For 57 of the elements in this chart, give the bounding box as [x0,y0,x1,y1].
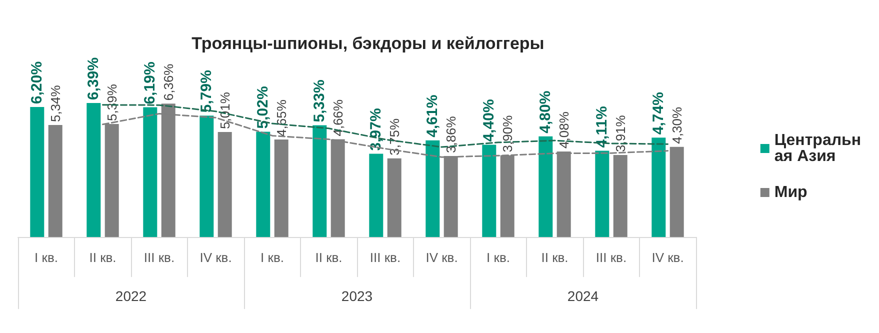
x-tick-label: I кв. [34,250,58,265]
data-label: 4,65% [274,99,289,136]
data-label: 5,33% [311,80,328,122]
x-tick-label: II кв. [315,250,342,265]
bar [652,138,666,237]
bar [369,154,384,237]
x-tick-label: I кв. [486,250,510,265]
chart-title: Троянцы-шпионы, бэкдоры и кейлоггеры [192,34,544,53]
bar [30,106,44,237]
bar [387,158,402,237]
x-tick-label: IV кв. [426,250,458,265]
text: 2022 [115,288,147,304]
bar [200,116,214,237]
bar [426,140,440,237]
data-label: 4,74% [650,92,668,135]
data-label: 6,39% [85,57,102,100]
legend-label: Центральная Азия [774,132,862,165]
data-label: 4,66% [330,98,346,136]
data-label: 6,36% [160,63,176,101]
bar [86,103,101,237]
data-label: 4,80% [537,90,554,134]
data-label: 3,86% [443,116,458,154]
text: 2024 [567,288,599,304]
x-tick-label: III кв. [144,250,175,265]
bar [48,125,62,237]
data-label: 3,90% [500,114,515,152]
x-tick-label: II кв. [89,250,116,265]
data-label: 3,91% [612,114,628,152]
x-tick-label: I кв. [260,250,284,265]
data-label: 5,39% [104,84,120,121]
bar [256,132,270,237]
bar [274,139,288,237]
bar [312,125,327,237]
data-label: 5,02% [254,86,272,129]
data-label: 5,79% [198,70,216,113]
bar [538,136,553,237]
data-label: 3,97% [368,108,385,151]
x-tick-label: II кв. [541,250,568,265]
data-label: 4,40% [480,99,498,142]
data-label: 6,19% [142,62,159,104]
data-label: 5,34% [48,84,63,122]
bar [218,132,232,237]
bar [143,107,158,237]
data-label: 5,01% [217,92,232,129]
x-tick-label: IV кв. [200,250,232,265]
x-tick-label: III кв. [596,250,627,265]
data-label: 6,20% [28,61,46,104]
legend-label: Мир [774,184,808,201]
data-label: 4,11% [594,106,611,148]
data-label: 4,30% [669,106,684,144]
x-tick-label: III кв. [370,250,401,265]
bar [595,150,610,237]
x-tick-label: IV кв. [652,250,684,265]
data-label: 4,08% [556,111,572,148]
data-label: 4,61% [424,94,442,138]
bar [482,144,496,237]
text: 2023 [341,288,373,304]
